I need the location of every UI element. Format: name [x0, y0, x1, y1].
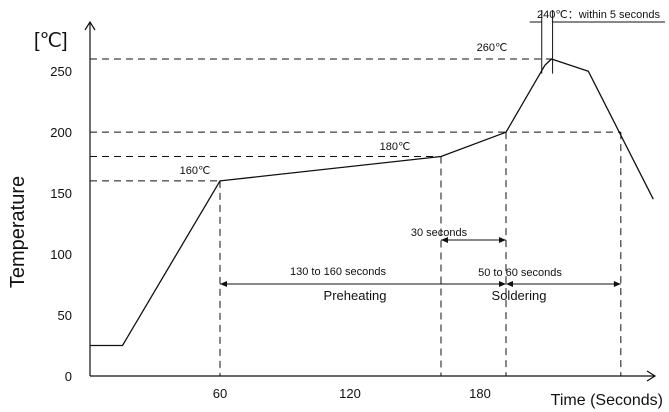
- y-tick-0: 0: [65, 369, 72, 384]
- y-axis-unit: [℃]: [34, 30, 68, 52]
- y-tick-200: 200: [50, 125, 72, 140]
- preheat-span-arrow-left: [220, 281, 227, 287]
- temperature-profile-line: [90, 58, 654, 347]
- reference-lines: [90, 58, 622, 376]
- y-tick-100: 100: [50, 247, 72, 262]
- preheat-span-arrow-right: [499, 281, 506, 287]
- label-preheating: Preheating: [324, 288, 387, 303]
- annotation-180c: 180℃: [380, 141, 411, 153]
- y-axis-label: Temperature: [7, 176, 29, 288]
- solder-span-arrow-right: [613, 281, 621, 287]
- hold-span-arrow-left: [441, 237, 448, 243]
- annotation-hold-duration: 30 seconds: [411, 227, 468, 239]
- dimension-arrows: [220, 10, 665, 287]
- series-layer: [90, 58, 654, 347]
- tick-labels: 0 50 100 150 200 250 60 120 180: [50, 64, 491, 401]
- axes: [84, 20, 657, 382]
- annotation-solder-duration: 50 to 60 seconds: [478, 267, 562, 279]
- x-tick-180: 180: [469, 386, 491, 401]
- annotation-160c: 160℃: [180, 165, 211, 177]
- x-axis-arrowhead: [646, 370, 657, 382]
- x-tick-60: 60: [213, 386, 227, 401]
- y-tick-250: 250: [50, 64, 72, 79]
- y-tick-50: 50: [58, 308, 72, 323]
- annotation-peak-window: 240℃：within 5 seconds: [537, 9, 661, 21]
- y-tick-150: 150: [50, 186, 72, 201]
- solder-span-arrow-left: [506, 281, 513, 287]
- annotation-preheat-duration: 130 to 160 seconds: [290, 266, 387, 278]
- hold-span-arrow-right: [499, 237, 506, 243]
- annotation-260c: 260℃: [477, 42, 508, 54]
- x-tick-120: 120: [339, 386, 361, 401]
- y-axis-arrowhead: [84, 20, 96, 31]
- label-soldering: Soldering: [492, 288, 547, 303]
- x-axis-label: Time (Seconds): [551, 392, 663, 409]
